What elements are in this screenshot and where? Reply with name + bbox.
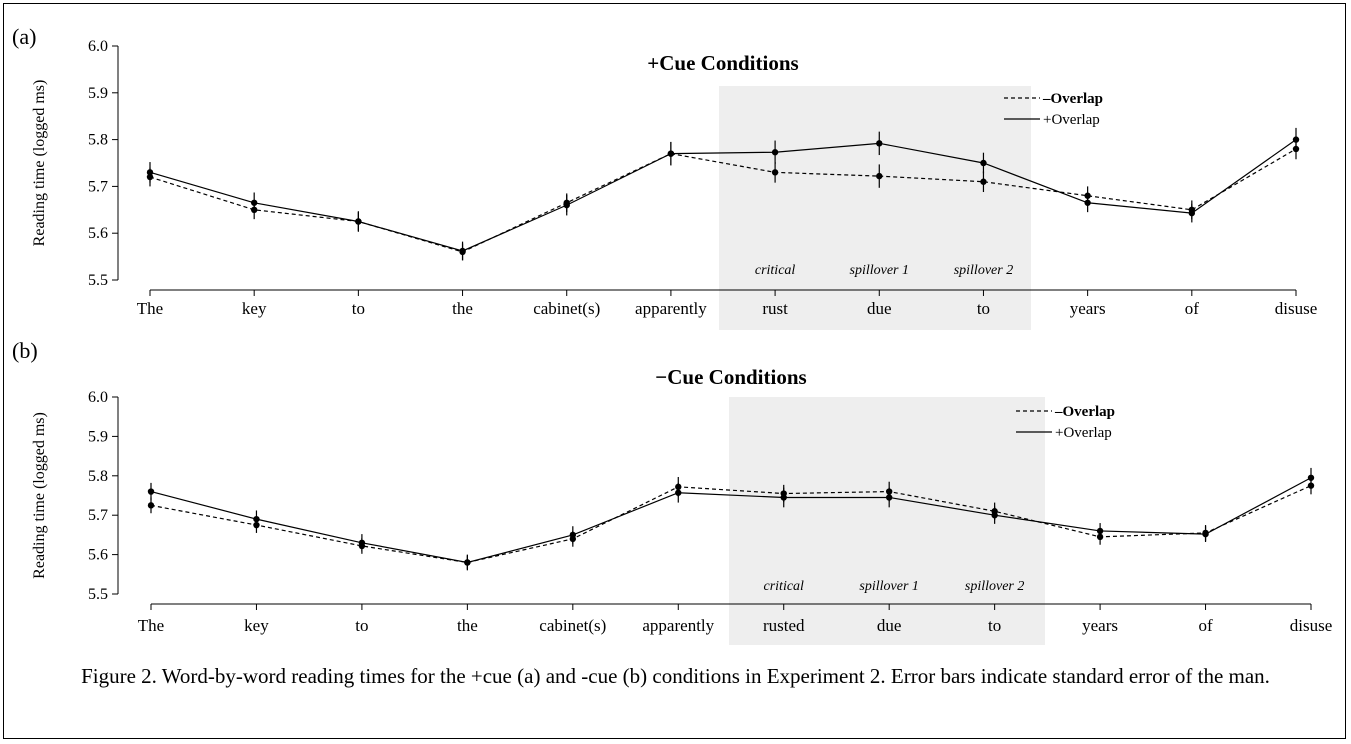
shaded-region — [729, 397, 1045, 645]
panel-label: (b) — [12, 338, 38, 363]
data-point — [1202, 530, 1209, 538]
x-tick-label: to — [988, 616, 1001, 635]
y-tick-label: 5.5 — [88, 272, 108, 289]
x-tick-label: the — [452, 299, 473, 318]
data-point — [459, 247, 466, 255]
x-tick-label: apparently — [635, 299, 707, 318]
legend-label: –Overlap — [1042, 91, 1103, 107]
x-tick-label: rust — [762, 299, 788, 318]
x-tick-label: key — [242, 299, 267, 318]
chart-title: +Cue Conditions — [647, 51, 798, 75]
y-tick-label: 6.0 — [88, 389, 108, 406]
data-point — [980, 159, 987, 167]
y-axis-label: Reading time (logged ms) — [31, 412, 48, 579]
x-tick-label: cabinet(s) — [533, 299, 600, 318]
figure-caption: Figure 2. Word-by-word reading times for… — [81, 664, 1270, 688]
data-point — [250, 199, 258, 206]
x-tick-label: to — [977, 299, 990, 318]
data-point — [885, 494, 893, 501]
series-line-plus-overlap — [150, 477, 1312, 564]
data-point — [771, 149, 779, 156]
legend-label: +Overlap — [1043, 112, 1100, 128]
y-tick-label: 5.5 — [88, 586, 108, 603]
y-tick-label: 5.9 — [88, 428, 108, 445]
data-point — [358, 539, 366, 546]
y-tick-label: 5.7 — [88, 178, 108, 195]
x-tick-label: key — [244, 616, 269, 635]
figure-frame — [3, 3, 1346, 739]
region-label: spillover 1 — [850, 263, 910, 278]
data-point — [876, 172, 883, 180]
x-tick-label: of — [1185, 299, 1200, 318]
data-point — [146, 169, 154, 176]
panel-a: (a) +Cue Conditions 5.5 5.6 5.7 5.8 5.9 6.0 Read… — [12, 24, 1317, 330]
data-point — [667, 150, 675, 157]
data-point — [675, 489, 682, 496]
y-tick-label: 5.7 — [88, 507, 108, 524]
data-point — [253, 515, 260, 523]
panel-b: (b) −Cue Conditions 5.5 5.6 5.7 5.8 5.9 6.0 Read… — [12, 338, 1332, 645]
x-tick-label: disuse — [1275, 299, 1318, 318]
x-tick-label: cabinet(s) — [539, 616, 606, 635]
x-tick-label: due — [877, 616, 902, 635]
region-label: critical — [755, 263, 796, 278]
data-point — [1084, 199, 1091, 206]
data-point — [980, 178, 987, 185]
y-tick-label: 5.6 — [88, 225, 108, 242]
data-point — [1096, 527, 1104, 535]
x-tick-label: disuse — [1290, 616, 1333, 635]
y-tick-label: 5.9 — [88, 85, 108, 102]
data-point — [355, 218, 362, 225]
data-point — [1188, 209, 1196, 217]
x-tick-label: years — [1082, 616, 1118, 635]
series-line-minus-overlap — [150, 485, 1312, 564]
region-label: critical — [764, 579, 805, 594]
x-tick-label: The — [138, 616, 164, 635]
data-point — [464, 559, 471, 566]
y-tick-label: 6.0 — [88, 38, 108, 55]
data-point — [1292, 136, 1300, 143]
series-line-plus-overlap — [149, 139, 1297, 252]
y-axis-label: Reading time (logged ms) — [31, 80, 48, 247]
data-point — [147, 488, 155, 495]
data-point — [780, 494, 787, 501]
legend-label: +Overlap — [1055, 425, 1112, 441]
data-point — [771, 169, 779, 176]
y-tick-label: 5.6 — [88, 547, 108, 564]
x-tick-label: to — [355, 616, 368, 635]
x-tick-label: due — [867, 299, 892, 318]
data-point — [991, 512, 998, 519]
x-tick-label: the — [457, 616, 478, 635]
x-tick-label: The — [137, 299, 163, 318]
x-tick-label: rusted — [763, 616, 805, 635]
data-point — [563, 201, 570, 209]
data-point — [147, 502, 155, 509]
y-tick-label: 5.8 — [88, 468, 108, 485]
region-label: spillover 2 — [954, 263, 1014, 278]
data-point — [1307, 474, 1315, 481]
region-label: spillover 2 — [965, 579, 1025, 594]
legend-label: –Overlap — [1054, 404, 1115, 420]
x-tick-label: to — [352, 299, 365, 318]
chart-title: −Cue Conditions — [655, 365, 806, 389]
x-tick-label: of — [1198, 616, 1213, 635]
data-point — [569, 531, 577, 539]
shaded-region — [719, 86, 1031, 330]
region-label: spillover 1 — [859, 579, 919, 594]
series-line-minus-overlap — [149, 148, 1297, 253]
panel-label: (a) — [12, 24, 36, 49]
data-point — [876, 140, 883, 147]
x-tick-label: years — [1070, 299, 1106, 318]
y-tick-label: 5.8 — [88, 132, 108, 149]
x-tick-label: apparently — [642, 616, 714, 635]
